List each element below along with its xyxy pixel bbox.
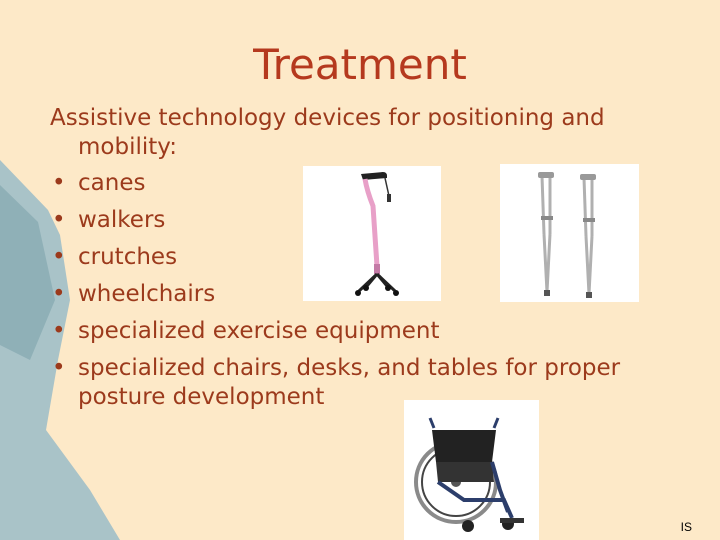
list-item: • specialized exercise equipment xyxy=(50,317,670,346)
footer-initials: IS xyxy=(680,520,692,534)
list-item: • walkers xyxy=(50,206,670,235)
list-item: • crutches xyxy=(50,243,670,272)
bullet-glyph: • xyxy=(52,244,66,270)
bullet-text: wheelchairs xyxy=(78,281,216,307)
bullet-text: specialized chairs, desks, and tables fo… xyxy=(78,355,621,410)
quad-cane-photo xyxy=(303,166,441,301)
bullet-text: crutches xyxy=(78,244,178,270)
slide-title: Treatment xyxy=(253,40,467,89)
slide-body: Assistive technology devices for positio… xyxy=(50,104,670,420)
intro-text: Assistive technology devices for positio… xyxy=(50,105,605,160)
bullet-glyph: • xyxy=(52,281,66,307)
wheelchair-photo xyxy=(404,400,539,540)
bullet-glyph: • xyxy=(52,318,66,344)
crutches-photo xyxy=(500,164,639,302)
list-item: • specialized chairs, desks, and tables f… xyxy=(50,354,670,412)
bullet-list: • canes • walkers • crutches • wheelchairs •… xyxy=(50,169,670,412)
bullet-text: specialized exercise equipment xyxy=(78,318,440,344)
list-item: • wheelchairs xyxy=(50,280,670,309)
bullet-text: walkers xyxy=(78,207,166,233)
bullet-glyph: • xyxy=(52,207,66,233)
list-item: • canes xyxy=(50,169,670,198)
bullet-glyph: • xyxy=(52,355,66,381)
bullet-glyph: • xyxy=(52,170,66,196)
bullet-text: canes xyxy=(78,170,146,196)
